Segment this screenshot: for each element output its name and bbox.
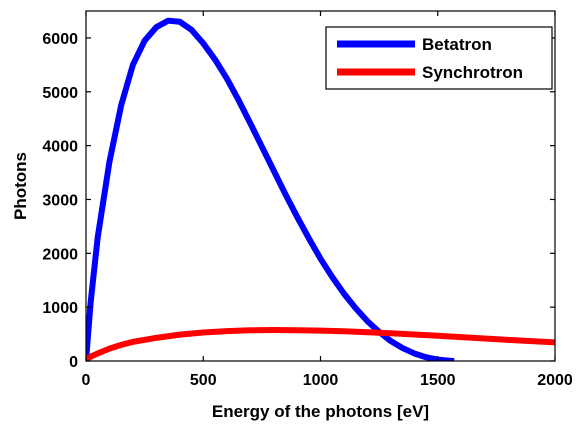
x-tick-label: 0: [82, 372, 91, 389]
y-tick-label: 5000: [42, 85, 78, 102]
x-tick-label: 1500: [420, 372, 456, 389]
x-axis-title: Energy of the photons [eV]: [212, 402, 429, 421]
y-tick-label: 0: [69, 354, 78, 371]
y-tick-label: 3000: [42, 192, 78, 209]
legend-label-betatron: Betatron: [422, 35, 492, 54]
x-tick-label: 1000: [303, 372, 339, 389]
series-line-synchrotron: [86, 327, 555, 361]
legend: Betatron Synchrotron: [325, 26, 553, 90]
y-tick-label: 1000: [42, 300, 78, 317]
legend-box: [325, 26, 553, 90]
plot-lines: [86, 17, 555, 361]
x-tick-label: 2000: [537, 372, 573, 389]
y-tick-label: 2000: [42, 246, 78, 263]
legend-label-synchrotron: Synchrotron: [422, 63, 523, 82]
y-tick-label: 6000: [42, 31, 78, 48]
series-line-betatron: [86, 17, 455, 361]
y-axis-title: Photons: [11, 152, 30, 220]
y-tick-label: 4000: [42, 139, 78, 156]
axis-ticks: 0 500 1000 1500 2000 0 1000 2000 3000 4000 5000 600…: [42, 11, 573, 389]
x-tick-label: 500: [190, 372, 217, 389]
